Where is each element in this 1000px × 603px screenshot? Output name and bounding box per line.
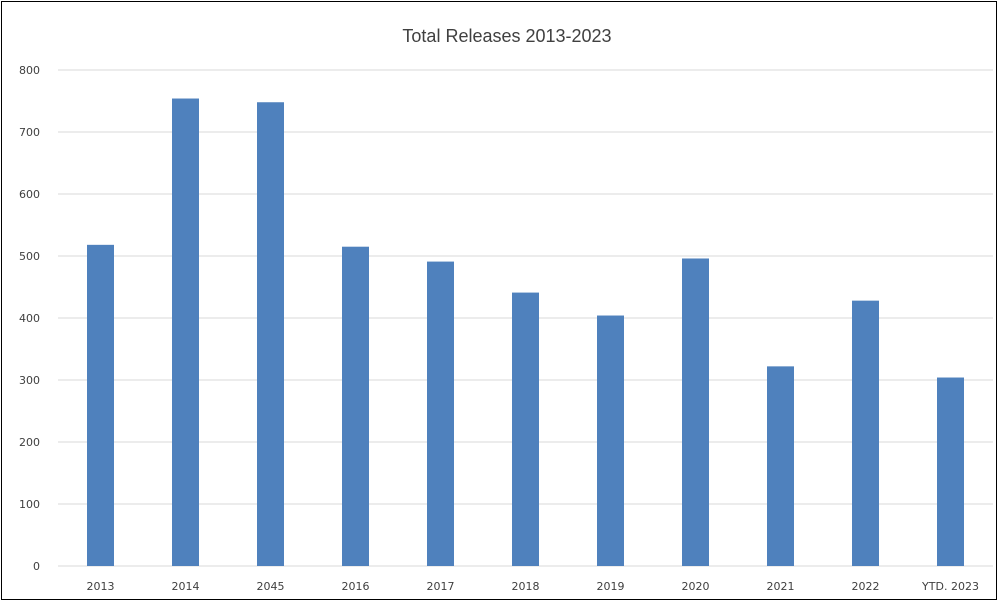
gridlines <box>58 69 993 567</box>
y-tick-label: 800 <box>19 64 40 77</box>
bar-2022 <box>852 300 879 566</box>
x-tick-label: 2021 <box>767 580 795 593</box>
x-tick-label: 2016 <box>342 580 370 593</box>
y-tick-label: 400 <box>19 312 40 325</box>
y-tick-label: 300 <box>19 374 40 387</box>
bar-2017 <box>427 261 454 566</box>
x-tick-label: 2020 <box>682 580 710 593</box>
y-tick-label: 700 <box>19 126 40 139</box>
bar-2020 <box>682 258 709 566</box>
x-tick-label: 2019 <box>597 580 625 593</box>
x-tick-label: 2017 <box>427 580 455 593</box>
y-tick-label: 200 <box>19 436 40 449</box>
bar-2016 <box>342 246 369 566</box>
y-tick-label: 100 <box>19 498 40 511</box>
y-axis-ticks: 0 100 200 300 400 500 600 700 800 <box>19 64 40 573</box>
bar-2019 <box>597 315 624 566</box>
x-tick-label: 2014 <box>172 580 200 593</box>
bar-2021 <box>767 366 794 566</box>
x-tick-label: 2045 <box>257 580 285 593</box>
bar-2013 <box>87 244 114 566</box>
y-tick-label: 600 <box>19 188 40 201</box>
x-tick-label: YTD. 2023 <box>921 580 979 593</box>
bar-2018 <box>512 292 539 566</box>
bar-2045 <box>257 102 284 567</box>
x-tick-label: 2013 <box>87 580 115 593</box>
bar-ytd-2023 <box>937 377 964 566</box>
x-tick-label: 2018 <box>512 580 540 593</box>
x-tick-label: 2022 <box>852 580 880 593</box>
chart-title: Total Releases 2013-2023 <box>402 26 611 46</box>
y-tick-label: 0 <box>33 560 40 573</box>
x-axis-ticks: 2013 2014 2045 2016 2017 2018 2019 2020 2021 2022… <box>87 580 979 593</box>
bars <box>87 98 964 567</box>
y-tick-label: 500 <box>19 250 40 263</box>
bar-2014 <box>172 98 199 567</box>
